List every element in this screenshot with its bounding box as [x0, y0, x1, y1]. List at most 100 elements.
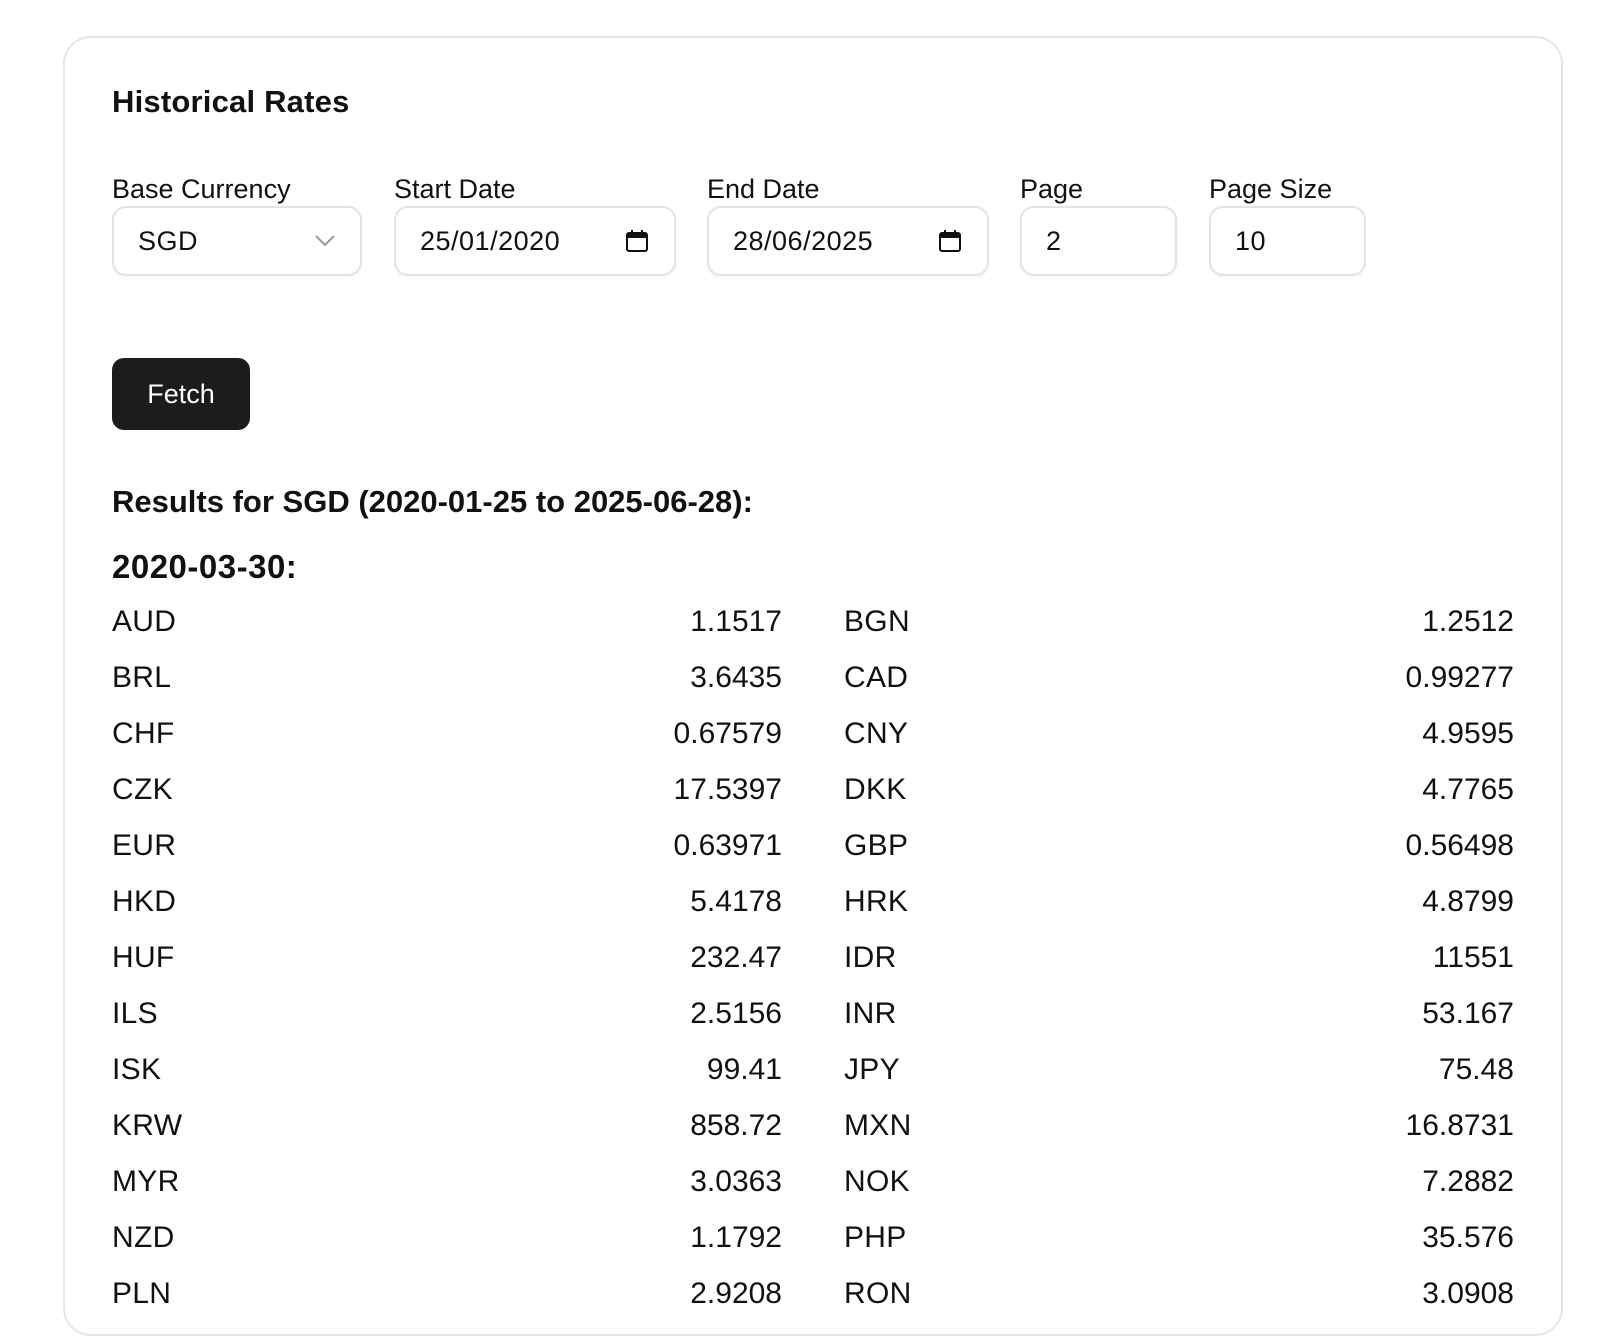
- rate-code: MXN: [844, 1109, 912, 1142]
- rate-row: HKD 5.4178: [112, 874, 782, 930]
- rate-row: ISK 99.41: [112, 1042, 782, 1098]
- rate-value: 99.41: [706, 1053, 782, 1086]
- rate-value: 0.67579: [673, 717, 782, 750]
- end-date-value: 28/06/2025: [733, 225, 874, 256]
- start-date-input[interactable]: 25/01/2020: [394, 206, 676, 276]
- rate-row: MXN 16.8731: [844, 1098, 1514, 1154]
- rate-row: AUD 1.1517: [112, 594, 782, 650]
- page-size-input[interactable]: 10: [1209, 206, 1366, 276]
- rate-code: CHF: [112, 717, 175, 750]
- card-title: Historical Rates: [112, 84, 350, 119]
- rate-value: 2.5156: [690, 997, 782, 1030]
- page-size-field: Page Size 10: [1209, 172, 1366, 276]
- rate-value: 53.167: [1422, 997, 1514, 1030]
- rate-code: IDR: [844, 941, 897, 974]
- fetch-button[interactable]: Fetch: [112, 358, 250, 430]
- rate-row: HRK 4.8799: [844, 874, 1514, 930]
- rate-row: CAD 0.99277: [844, 650, 1514, 706]
- base-currency-select[interactable]: SGD: [112, 206, 362, 276]
- rate-value: 1.1517: [690, 605, 782, 638]
- rate-code: JPY: [844, 1053, 900, 1086]
- rate-code: CAD: [844, 661, 909, 694]
- rate-value: 3.0363: [690, 1165, 782, 1198]
- rate-row: BGN 1.2512: [844, 594, 1514, 650]
- rate-code: NZD: [112, 1221, 175, 1254]
- rate-value: 2.9208: [690, 1277, 782, 1310]
- rate-row: NOK 7.2882: [844, 1154, 1514, 1210]
- start-date-label: Start Date: [394, 174, 516, 204]
- rate-row: CNY 4.9595: [844, 706, 1514, 762]
- rate-value: 4.8799: [1422, 885, 1514, 918]
- rate-row: BRL 3.6435: [112, 650, 782, 706]
- rate-row: RON 3.0908: [844, 1266, 1514, 1322]
- rate-row: PHP 35.576: [844, 1210, 1514, 1266]
- rate-date-heading: 2020-03-30:: [112, 548, 298, 585]
- rate-row: PLN 2.9208: [112, 1266, 782, 1322]
- rate-value: 3.0908: [1422, 1277, 1514, 1310]
- page-field: Page 2: [1020, 172, 1177, 276]
- rate-row: JPY 75.48: [844, 1042, 1514, 1098]
- rate-value: 5.4178: [690, 885, 782, 918]
- calendar-icon[interactable]: [624, 228, 650, 254]
- rates-grid: AUD 1.1517 BGN 1.2512 BRL 3.6435 CAD 0.99277 CHF…: [112, 594, 1514, 1322]
- base-currency-label: Base Currency: [112, 174, 291, 204]
- rate-row: KRW 858.72: [112, 1098, 782, 1154]
- rate-code: MYR: [112, 1165, 180, 1198]
- start-date-value: 25/01/2020: [420, 225, 561, 256]
- rate-code: INR: [844, 997, 897, 1030]
- rate-code: CNY: [844, 717, 909, 750]
- rate-value: 858.72: [690, 1109, 782, 1142]
- base-currency-value: SGD: [138, 225, 199, 256]
- rate-code: DKK: [844, 773, 907, 806]
- base-currency-field: Base Currency SGD: [112, 172, 362, 276]
- rate-code: BGN: [844, 605, 910, 638]
- rate-row: CZK 17.5397: [112, 762, 782, 818]
- rate-code: HKD: [112, 885, 177, 918]
- page-size-label: Page Size: [1209, 174, 1333, 204]
- rate-code: PLN: [112, 1277, 172, 1310]
- rate-code: PHP: [844, 1221, 907, 1254]
- rate-code: NOK: [844, 1165, 910, 1198]
- rate-row: GBP 0.56498: [844, 818, 1514, 874]
- start-date-field: Start Date 25/01/2020: [394, 172, 676, 276]
- rate-value: 0.56498: [1405, 829, 1514, 862]
- rate-code: AUD: [112, 605, 177, 638]
- page-label: Page: [1020, 174, 1084, 204]
- rate-row: INR 53.167: [844, 986, 1514, 1042]
- rate-code: BRL: [112, 661, 172, 694]
- rate-code: ISK: [112, 1053, 162, 1086]
- rate-value: 16.8731: [1405, 1109, 1514, 1142]
- page-input[interactable]: 2: [1020, 206, 1177, 276]
- page-value: 2: [1046, 225, 1062, 256]
- rate-code: GBP: [844, 829, 909, 862]
- rate-row: EUR 0.63971: [112, 818, 782, 874]
- rate-code: HRK: [844, 885, 909, 918]
- rate-value: 17.5397: [673, 773, 782, 806]
- rate-code: RON: [844, 1277, 912, 1310]
- chevron-down-icon: [314, 230, 336, 252]
- rate-row: ILS 2.5156: [112, 986, 782, 1042]
- rate-value: 11551: [1432, 941, 1514, 974]
- calendar-icon[interactable]: [937, 228, 963, 254]
- end-date-input[interactable]: 28/06/2025: [707, 206, 989, 276]
- rate-value: 4.7765: [1422, 773, 1514, 806]
- rate-value: 0.99277: [1405, 661, 1514, 694]
- rate-row: IDR 11551: [844, 930, 1514, 986]
- rate-row: HUF 232.47: [112, 930, 782, 986]
- rate-code: CZK: [112, 773, 173, 806]
- rate-value: 1.2512: [1422, 605, 1514, 638]
- page-size-value: 10: [1235, 225, 1267, 256]
- rate-value: 3.6435: [690, 661, 782, 694]
- rate-value: 75.48: [1438, 1053, 1514, 1086]
- rate-value: 7.2882: [1422, 1165, 1514, 1198]
- rate-row: MYR 3.0363: [112, 1154, 782, 1210]
- rate-row: DKK 4.7765: [844, 762, 1514, 818]
- rate-code: EUR: [112, 829, 177, 862]
- rate-code: HUF: [112, 941, 175, 974]
- rate-value: 0.63971: [673, 829, 782, 862]
- rate-value: 35.576: [1422, 1221, 1514, 1254]
- rate-value: 4.9595: [1422, 717, 1514, 750]
- rate-value: 1.1792: [690, 1221, 782, 1254]
- rate-code: ILS: [112, 997, 158, 1030]
- rate-row: NZD 1.1792: [112, 1210, 782, 1266]
